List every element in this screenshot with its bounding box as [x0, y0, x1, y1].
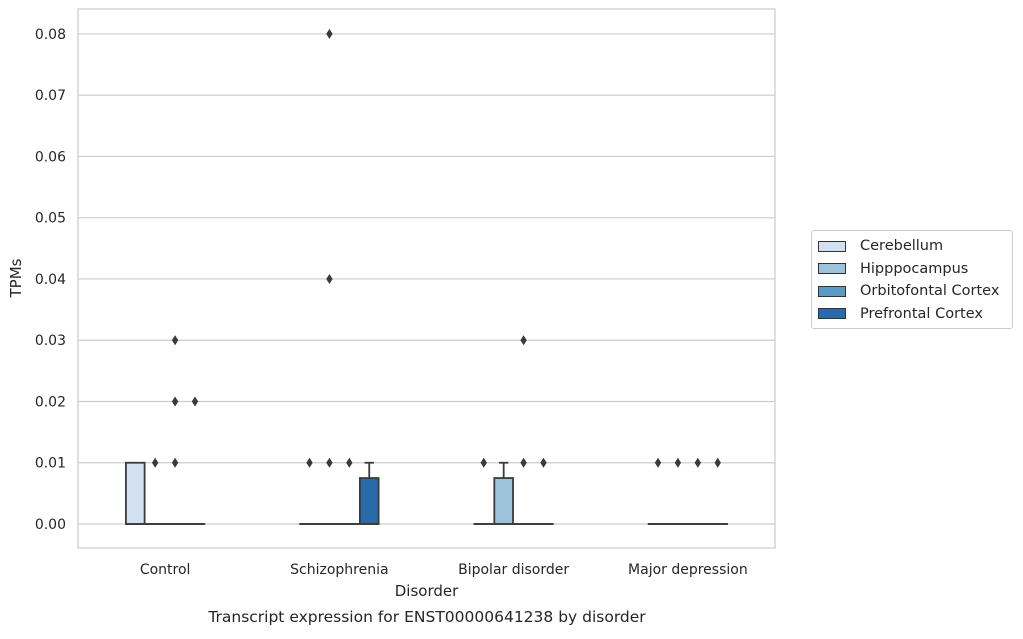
legend-item: Cerebellum	[812, 235, 1012, 258]
legend-swatch	[818, 308, 846, 319]
y-tick-labels: 0.00 0.01 0.02 0.03 0.04 0.05 0.06 0.07 0.08	[35, 27, 66, 533]
x-axis-label: Disorder	[395, 582, 459, 600]
box-rect	[360, 478, 379, 524]
x-tick-label: Bipolar disorder	[458, 562, 569, 578]
y-axis-label: TPMs	[7, 258, 25, 298]
legend-item: Prefrontal Cortex	[812, 303, 1012, 326]
x-tick-labels: Control Schizophrenia Bipolar disorder Majo…	[140, 562, 748, 578]
y-tick-label: 0.02	[35, 394, 66, 410]
y-tick-label: 0.07	[35, 88, 66, 104]
legend-swatch	[818, 286, 846, 297]
legend-label: Orbitofontal Cortex	[860, 283, 999, 299]
box-rect	[494, 478, 513, 524]
legend-item: Hipppocampus	[812, 258, 1012, 281]
box-cerebellum-control	[126, 463, 145, 524]
legend-label: Cerebellum	[860, 238, 943, 254]
y-tick-label: 0.01	[35, 456, 66, 472]
legend-label: Prefrontal Cortex	[860, 306, 983, 322]
legend-swatch	[818, 241, 846, 252]
legend-label: Hipppocampus	[860, 261, 968, 277]
x-tick-label: Major depression	[628, 562, 748, 578]
box-rect	[126, 463, 145, 524]
y-tick-label: 0.03	[35, 333, 66, 349]
x-tick-label: Schizophrenia	[290, 562, 388, 578]
legend-swatch	[818, 263, 846, 274]
legend: Cerebellum Hipppocampus Orbitofontal Corte…	[811, 230, 1013, 329]
legend-item: Orbitofontal Cortex	[812, 280, 1012, 303]
chart-title: Transcript expression for ENST0000064123…	[207, 608, 646, 626]
y-tick-label: 0.06	[35, 149, 66, 165]
y-tick-label: 0.00	[35, 517, 66, 533]
x-tick-label: Control	[140, 562, 191, 578]
y-tick-label: 0.04	[35, 272, 66, 288]
y-tick-label: 0.08	[35, 27, 66, 43]
y-tick-label: 0.05	[35, 211, 66, 227]
